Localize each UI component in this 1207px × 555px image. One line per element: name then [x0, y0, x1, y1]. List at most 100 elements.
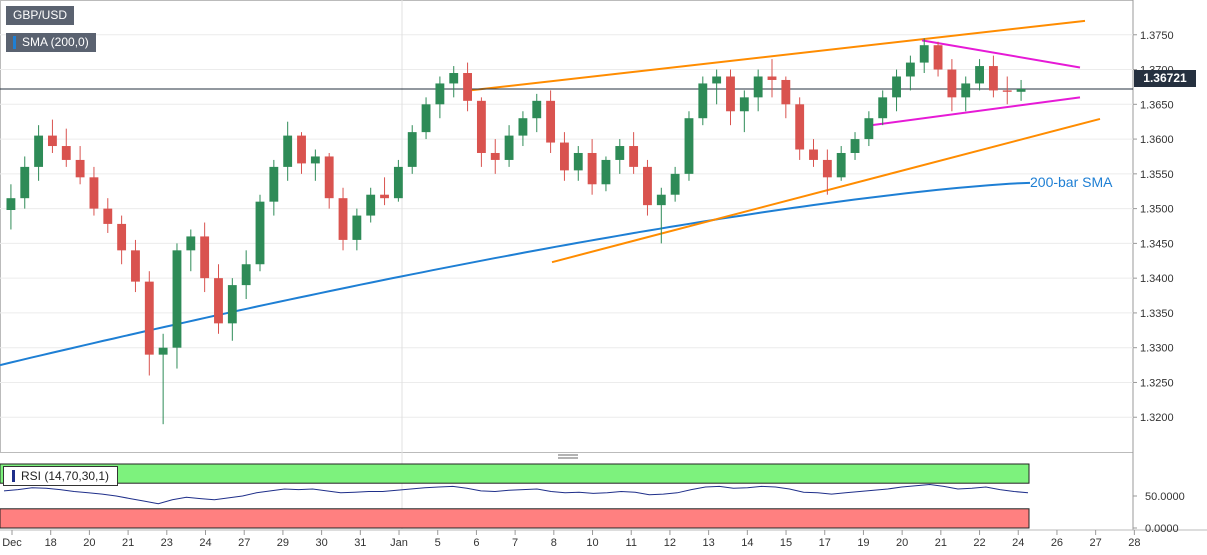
candle-body	[850, 139, 860, 153]
time-tick-label: 27	[1090, 537, 1102, 549]
candle-body	[560, 142, 569, 171]
time-tick-label: 20	[83, 537, 95, 549]
candle-body	[753, 76, 763, 98]
candle-body	[324, 156, 334, 199]
time-tick-label: 26	[1051, 537, 1063, 549]
candle-body	[809, 149, 818, 160]
price-tick-label: 1.3400	[1140, 273, 1174, 285]
candle-body	[975, 66, 984, 84]
candle-body	[352, 215, 362, 240]
time-tick-label: Dec	[2, 537, 22, 549]
candle-body	[366, 194, 376, 216]
rsi-tick-label: 0.0000	[1145, 523, 1179, 535]
time-tick-label: 8	[551, 537, 557, 549]
candle-body	[117, 223, 127, 251]
symbol-label: GBP/USD	[13, 8, 68, 22]
candle-body	[573, 152, 583, 171]
candle-body	[892, 76, 901, 98]
candle-body	[1016, 89, 1026, 92]
candle-body	[629, 146, 639, 167]
price-tick-label: 1.3350	[1140, 308, 1174, 320]
time-tick-label: Jan	[390, 537, 408, 549]
candle-body	[504, 135, 514, 160]
candle-body	[864, 118, 874, 140]
time-tick-label: 22	[973, 537, 985, 549]
price-tick-label: 1.3550	[1140, 169, 1174, 181]
rsi-indicator-badge[interactable]: RSI (14,70,30,1)	[3, 466, 119, 486]
time-tick-label: 14	[741, 537, 753, 549]
rsi-indicator-label: RSI (14,70,30,1)	[21, 469, 110, 483]
time-tick-label: 29	[277, 537, 289, 549]
price-grid	[0, 0, 1207, 531]
triangle-lower-line	[871, 96, 1081, 127]
candle-body	[698, 83, 708, 119]
sma-indicator-badge[interactable]: SMA (200,0)	[6, 33, 96, 52]
candle-body	[338, 198, 348, 240]
candle-body	[795, 104, 805, 150]
candle-body	[61, 146, 71, 160]
candle-body	[407, 132, 417, 167]
candle-body	[615, 146, 625, 160]
candle-body	[380, 194, 389, 199]
rsi-line	[3, 483, 1029, 505]
time-tick-label: 21	[935, 537, 947, 549]
price-tick-label: 1.3650	[1140, 99, 1174, 111]
sma-200-group	[0, 181, 1031, 367]
time-tick-label: 24	[199, 537, 211, 549]
time-tick-label: 19	[857, 537, 869, 549]
sma-color-swatch	[13, 36, 16, 49]
symbol-badge[interactable]: GBP/USD	[6, 6, 75, 25]
price-tick-label: 1.3600	[1140, 134, 1174, 146]
triangle-upper-line	[921, 39, 1081, 69]
candle-body	[449, 73, 459, 84]
candle-body	[822, 159, 832, 178]
candle-body	[532, 100, 542, 119]
rsi-overbought-zone	[0, 463, 1030, 484]
candle-body	[878, 97, 888, 119]
trendlines	[0, 19, 1133, 264]
candle-body	[518, 118, 528, 136]
candle-body	[767, 76, 777, 80]
candle-body	[490, 152, 500, 160]
candle-body	[1002, 90, 1012, 92]
price-tick-label: 1.3750	[1140, 30, 1174, 42]
candle-body	[297, 135, 306, 164]
candle-body	[227, 285, 237, 324]
price-tick-label: 1.3300	[1140, 343, 1174, 355]
candle-body	[726, 76, 735, 112]
sma-indicator-label: SMA (200,0)	[22, 35, 89, 49]
time-tick-label: 30	[315, 537, 327, 549]
candle-body	[601, 159, 611, 185]
candle-body	[905, 62, 915, 77]
time-tick-label: 28	[1128, 537, 1140, 549]
time-tick-label: 23	[161, 537, 173, 549]
rsi-grid: 50.0000 0.0000	[1133, 491, 1185, 535]
candle-body	[435, 83, 445, 105]
rsi-tick-label: 50.0000	[1145, 491, 1185, 503]
time-tick-label: 7	[512, 537, 518, 549]
candle-body	[172, 250, 182, 348]
channel-lower-line	[551, 117, 1101, 264]
candlesticks	[6, 38, 1026, 425]
candle-body	[103, 208, 113, 224]
rsi-panel	[0, 463, 1030, 529]
time-tick-label: 17	[819, 537, 831, 549]
candle-body	[587, 152, 597, 185]
candle-body	[34, 135, 44, 167]
candle-body	[781, 79, 791, 105]
time-tick-label: 13	[703, 537, 715, 549]
time-tick-label: 5	[435, 537, 441, 549]
sma-200-line	[0, 181, 1031, 367]
candle-body	[20, 166, 30, 199]
price-tick-label: 1.3450	[1140, 238, 1174, 250]
candle-body	[670, 173, 680, 195]
candle-body	[48, 135, 57, 147]
time-tick-label: 12	[664, 537, 676, 549]
current-price-box: 1.36721	[1134, 70, 1196, 87]
candle-body	[131, 250, 140, 282]
price-panel-frame	[0, 0, 1134, 453]
time-axis: Dec 18 20 21 23 24 27 29 30 31 Jan 5 6 7 8 10 11 12 13 14 15…	[2, 530, 1140, 549]
time-tick-label: 24	[1012, 537, 1024, 549]
candle-body	[6, 198, 16, 211]
candle-body	[200, 236, 210, 279]
